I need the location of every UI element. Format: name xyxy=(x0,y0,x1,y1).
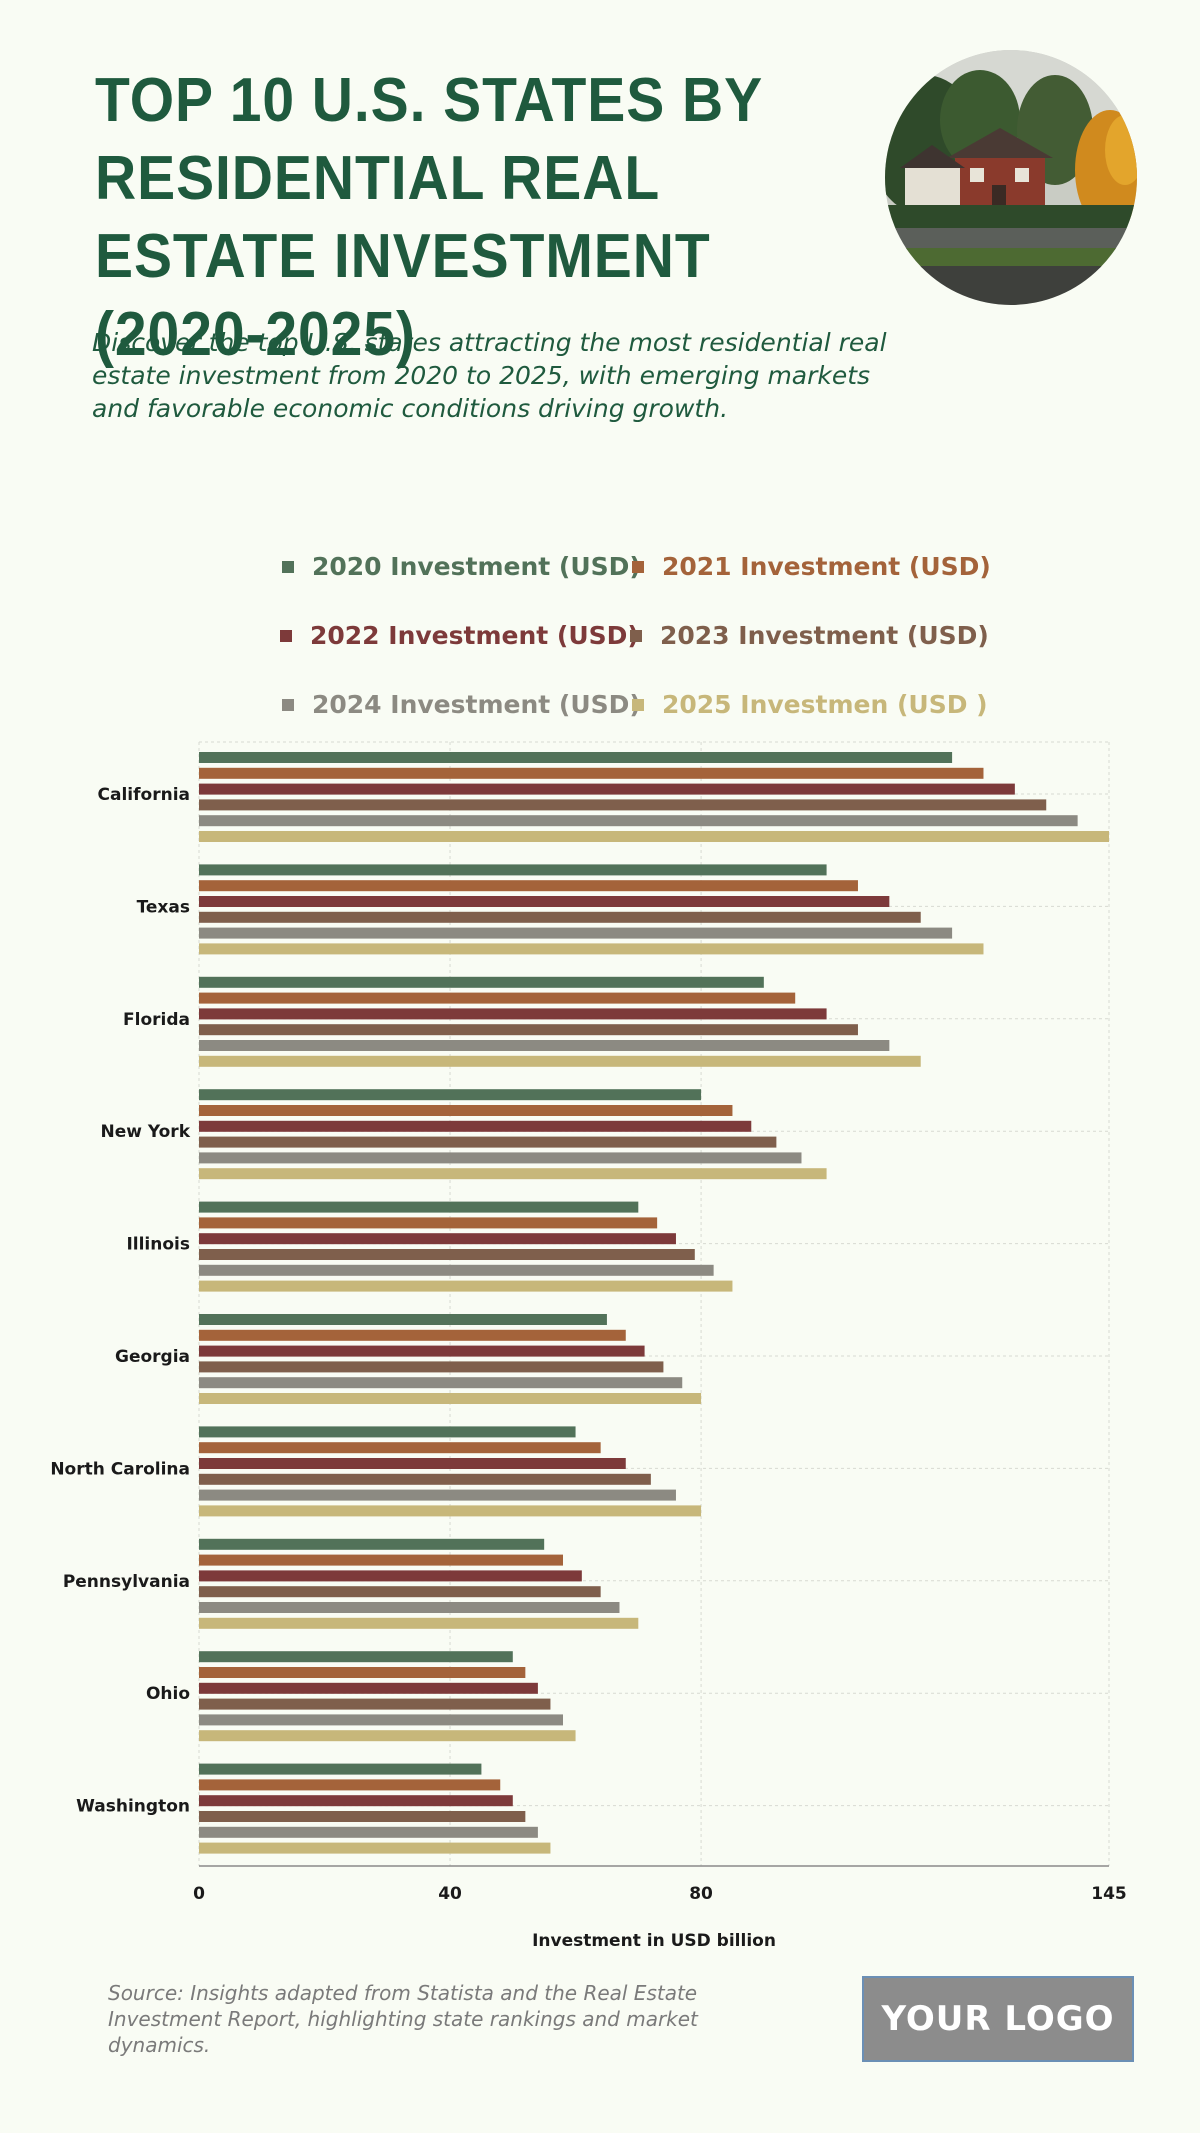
bar xyxy=(199,1377,683,1389)
bar xyxy=(199,1426,576,1438)
category-label: Ohio xyxy=(146,1684,190,1704)
bar xyxy=(199,1586,601,1598)
legend-item-2021: 2021 Investment (USD) xyxy=(632,552,991,581)
bar xyxy=(199,1361,664,1373)
bar xyxy=(199,1136,777,1148)
legend-item-2022: 2022 Investment (USD) xyxy=(280,621,639,650)
legend-item-2020: 2020 Investment (USD) xyxy=(282,552,641,581)
legend-label: 2023 Investment (USD) xyxy=(660,621,989,650)
bar xyxy=(199,1779,501,1791)
x-tick-label: 145 xyxy=(1091,1884,1127,1904)
bar xyxy=(199,911,921,923)
bar xyxy=(199,1152,802,1164)
category-label: Georgia xyxy=(115,1347,190,1367)
bar xyxy=(199,831,1109,842)
bar xyxy=(199,1249,695,1260)
bar xyxy=(199,1602,620,1613)
bar xyxy=(199,1024,858,1036)
bar xyxy=(199,1617,639,1629)
legend-swatch xyxy=(632,560,644,573)
logo-placeholder: YOUR LOGO xyxy=(862,1976,1134,2062)
legend-swatch xyxy=(282,698,294,711)
legend-label: 2020 Investment (USD) xyxy=(312,552,641,581)
x-tick-label: 80 xyxy=(689,1884,713,1904)
legend-swatch xyxy=(280,629,292,642)
bar xyxy=(199,1393,702,1404)
legend-label: 2024 Investment (USD) xyxy=(312,690,641,719)
bar xyxy=(199,783,1015,795)
bar xyxy=(199,1314,607,1325)
bar xyxy=(199,1682,538,1694)
legend-swatch xyxy=(282,560,294,573)
bar xyxy=(199,1040,890,1051)
legend-label: 2022 Investment (USD) xyxy=(310,621,639,650)
bar xyxy=(199,767,984,779)
x-axis-title: Investment in USD billion xyxy=(532,1931,776,1951)
bar-chart: California Texas Florida New York Illinois Ge… xyxy=(50,741,1127,1951)
page-title: TOP 10 U.S. STATES BY RESIDENTIAL REAL E… xyxy=(95,66,763,369)
category-label: Washington xyxy=(76,1797,190,1817)
bar xyxy=(199,1667,526,1678)
legend-label: 2025 Investmen (USD ) xyxy=(662,690,988,719)
bar xyxy=(199,815,1078,827)
bar xyxy=(199,1730,576,1742)
bar xyxy=(199,927,953,939)
bar xyxy=(199,1217,658,1229)
bar xyxy=(199,896,890,907)
bar xyxy=(199,1763,482,1775)
category-label: Texas xyxy=(137,897,190,917)
bar xyxy=(199,752,953,763)
legend-item-2025: 2025 Investmen (USD ) xyxy=(632,690,988,719)
bar xyxy=(199,1089,702,1101)
bar xyxy=(199,1442,601,1454)
x-tick-label: 0 xyxy=(193,1884,205,1904)
bar xyxy=(199,1714,563,1726)
bar xyxy=(199,1698,551,1710)
bar xyxy=(199,1345,645,1357)
bar xyxy=(199,1264,714,1276)
category-label: Pennsylvania xyxy=(63,1572,190,1592)
bar xyxy=(199,1554,563,1566)
bar xyxy=(199,1168,827,1180)
category-label: California xyxy=(98,785,190,805)
bar xyxy=(199,1329,626,1341)
bar xyxy=(199,864,827,876)
bar xyxy=(199,1811,526,1822)
bar xyxy=(199,1570,582,1582)
bar xyxy=(199,943,984,955)
bar xyxy=(199,1489,676,1501)
bar xyxy=(199,1795,513,1807)
category-label: Florida xyxy=(123,1010,190,1030)
legend-swatch xyxy=(630,629,642,642)
bar xyxy=(199,880,858,892)
legend-label: 2021 Investment (USD) xyxy=(662,552,991,581)
category-label: North Carolina xyxy=(50,1459,190,1479)
bar xyxy=(199,1120,752,1132)
bar xyxy=(199,976,764,988)
x-tick-label: 40 xyxy=(438,1884,462,1904)
bar xyxy=(199,1826,538,1838)
category-label: New York xyxy=(101,1122,191,1142)
bar xyxy=(199,1842,551,1854)
legend-swatch xyxy=(632,698,644,711)
bar xyxy=(199,1105,733,1116)
bar xyxy=(199,1651,513,1663)
bar xyxy=(199,1458,626,1469)
bar xyxy=(199,1201,639,1213)
legend-item-2023: 2023 Investment (USD) xyxy=(630,621,989,650)
bar xyxy=(199,1280,733,1292)
category-label: Illinois xyxy=(126,1235,190,1255)
bar xyxy=(199,1538,545,1550)
bar xyxy=(199,992,796,1004)
source-note: Source: Insights adapted from Statista a… xyxy=(108,1981,698,2057)
legend-item-2024: 2024 Investment (USD) xyxy=(282,690,641,719)
bar xyxy=(199,1055,921,1067)
bar xyxy=(199,1233,676,1245)
bar xyxy=(199,799,1047,811)
bar xyxy=(199,1473,651,1485)
bar xyxy=(199,1008,827,1020)
bar xyxy=(199,1505,702,1517)
page-subtitle: Discover the top U.S. states attracting … xyxy=(92,328,887,423)
